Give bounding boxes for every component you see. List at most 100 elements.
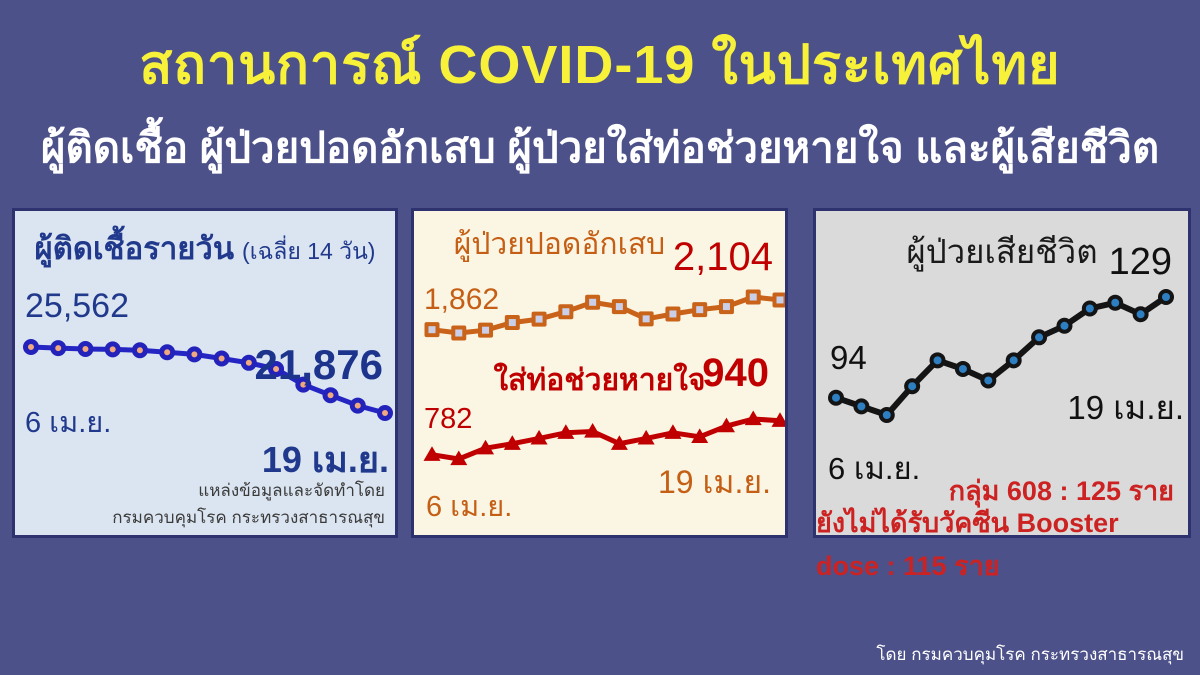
intubated_patients-marker (744, 410, 762, 426)
deaths-marker (1107, 294, 1124, 311)
deaths-marker-center (933, 356, 942, 365)
daily-cases-title: ผู้ติดเชื้อรายวัน (เฉลี่ย 14 วัน) (15, 223, 395, 273)
data-source-line2: กรมควบคุมโรค กระทรวงสาธารณสุข (112, 508, 385, 528)
intubated-start-value: 782 (424, 403, 473, 435)
mid-panel-end-date: 19 เม.ย. (657, 464, 771, 500)
daily_new_cases-marker (377, 405, 393, 421)
deaths-marker (1031, 329, 1048, 346)
deaths-marker-center (1060, 321, 1069, 330)
daily-cases-start-date: 6 เม.ย. (25, 407, 112, 439)
deaths-marker-center (958, 364, 967, 373)
pneumonia_patients-marker-center (642, 315, 650, 323)
pneumonia_patients-marker (772, 292, 785, 308)
pneumonia_patients-marker (585, 294, 601, 310)
pneumonia_patients-marker-center (482, 326, 490, 334)
deaths-marker (878, 407, 895, 423)
daily-cases-end-value: 21,876 (254, 341, 383, 388)
deaths-start-value: 94 (830, 339, 867, 376)
daily_new_cases-marker (349, 397, 366, 414)
deaths-marker (1005, 352, 1022, 369)
daily_new_cases-marker (131, 342, 148, 359)
footer-credit: โดย กรมควบคุมโรค กระทรวงสาธารณสุข (876, 645, 1184, 664)
pneumonia_patients-marker (531, 311, 547, 327)
deaths-marker-center (1085, 304, 1094, 313)
daily_new_cases-marker (104, 341, 121, 358)
pneumonia_patients-marker (745, 289, 761, 305)
deaths-end-date: 19 เม.ย. (1067, 389, 1184, 426)
intubated_patients-marker (637, 429, 655, 445)
daily_new_cases-marker (77, 341, 94, 358)
daily-cases-title-suffix: (เฉลี่ย 14 วัน) (242, 238, 376, 264)
daily_new_cases-marker (213, 350, 230, 367)
pneumonia_patients-marker-center (589, 298, 597, 306)
daily_new_cases-marker (23, 339, 39, 355)
daily_new_cases-marker (159, 344, 176, 361)
deaths-start-date: 6 เม.ย. (828, 451, 921, 486)
deaths-title: ผู้ป่วยเสียชีวิต (906, 233, 1098, 270)
intubated_patients-marker (503, 435, 521, 450)
daily-cases-start-value: 25,562 (25, 287, 129, 325)
daily_new_cases-marker (50, 340, 67, 357)
intubated_patients-marker (530, 429, 548, 445)
intubated_patients-marker (717, 417, 735, 433)
deaths-marker (904, 378, 921, 395)
pneumonia_patients-marker (718, 299, 734, 315)
intubated_patients-marker (477, 439, 495, 455)
deaths-marker (1081, 300, 1098, 317)
intubated_patients-marker (664, 424, 682, 439)
page-title: สถานการณ์ COVID-19 ในประเทศไทย (139, 35, 1061, 95)
intubated_patients-marker (771, 412, 785, 427)
intubated_patients-line (429, 416, 783, 462)
pneumonia_patients-marker-center (428, 326, 436, 334)
deaths-end-value: 129 (1108, 241, 1172, 283)
pneumonia_patients-marker-center (722, 303, 730, 311)
intubated-title: ใส่ท่อช่วยหายใจ (493, 364, 706, 397)
deaths-marker-center (857, 402, 866, 411)
intubated_patients-marker (584, 422, 602, 438)
deaths-marker-center (1035, 333, 1044, 342)
daily-cases-end-date: 19 เม.ย. (261, 439, 389, 480)
intubated_patients-marker (450, 450, 468, 466)
pneumonia_patients-marker (558, 304, 574, 320)
daily_new_cases-marker (186, 346, 203, 363)
intubated_patients-marker (691, 428, 709, 443)
daily_new_cases-marker (322, 387, 339, 404)
pneumonia_patients-marker-center (776, 296, 784, 304)
pneumonia_patients-marker-center (455, 329, 463, 337)
deaths-note-group608: กลุ่ม 608 : 125 ราย (948, 476, 1174, 506)
deaths-marker (1056, 317, 1073, 334)
data-source-line1: แหล่งข้อมูลและจัดทำโดย (198, 481, 385, 500)
deaths-marker (954, 360, 971, 377)
pneumonia_patients-marker (692, 302, 708, 318)
deaths-marker-center (882, 411, 891, 419)
daily-cases-title-main: ผู้ติดเชื้อรายวัน (34, 231, 235, 266)
deaths-marker-center (984, 376, 993, 385)
pneumonia-end-value: 2,104 (672, 235, 773, 279)
deaths-marker (980, 372, 997, 389)
mid-panel-start-date: 6 เม.ย. (426, 491, 513, 523)
pneumonia-start-value: 1,862 (424, 283, 500, 316)
page-subtitle: ผู้ติดเชื้อ ผู้ป่วยปอดอักเสบ ผู้ป่วยใส่ท… (40, 124, 1160, 171)
deaths-marker (1132, 306, 1149, 323)
deaths-marker-center (1009, 356, 1018, 365)
deaths-marker-center (908, 382, 917, 391)
deaths-marker (929, 352, 946, 369)
deaths-marker-center (1136, 310, 1145, 319)
pneumonia-title: ผู้ป่วยปอดอักเสบ (453, 228, 666, 261)
deaths-marker (1158, 289, 1174, 305)
pneumonia_patients-marker (611, 299, 627, 315)
intubated-end-value: 940 (702, 351, 769, 395)
pneumonia_patients-marker-center (696, 306, 704, 314)
pneumonia_patients-marker (478, 322, 494, 338)
pneumonia_patients-marker (451, 325, 467, 341)
daily_new_cases-marker (240, 354, 257, 371)
intubated_patients-marker (610, 435, 628, 450)
intubated_patients-marker (423, 446, 441, 461)
pneumonia_patients-marker (504, 315, 520, 331)
pneumonia_patients-marker-center (535, 315, 543, 323)
deaths-marker-center (832, 393, 840, 402)
intubated_patients-marker (557, 424, 575, 439)
pneumonia_patients-marker-center (669, 310, 677, 318)
pneumonia_patients-marker (638, 311, 654, 327)
